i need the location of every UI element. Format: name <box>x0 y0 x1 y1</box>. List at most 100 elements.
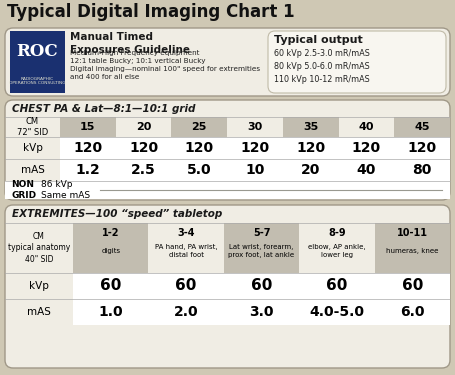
Bar <box>10 31 65 93</box>
Bar <box>60 159 116 181</box>
Text: 1.0: 1.0 <box>98 305 123 319</box>
Text: 80 kVp 5.0-6.0 mR/mAS: 80 kVp 5.0-6.0 mR/mAS <box>274 62 370 71</box>
Text: 40: 40 <box>359 122 374 132</box>
Text: 60: 60 <box>100 279 121 294</box>
Bar <box>116 117 172 137</box>
Text: 120: 120 <box>73 141 102 155</box>
Text: mAS: mAS <box>27 307 51 317</box>
Bar <box>283 117 339 137</box>
Text: 25: 25 <box>192 122 207 132</box>
Bar <box>227 159 283 181</box>
Bar <box>116 159 172 181</box>
Text: NON
GRID: NON GRID <box>11 180 36 200</box>
Bar <box>299 223 374 273</box>
Text: 60 kVp 2.5-3.0 mR/mAS: 60 kVp 2.5-3.0 mR/mAS <box>274 49 370 58</box>
Text: Medium-High Frequency equipment
12:1 table Bucky; 10:1 vertical Bucky
Digital im: Medium-High Frequency equipment 12:1 tab… <box>70 50 260 80</box>
Text: 3.0: 3.0 <box>249 305 274 319</box>
Bar <box>227 117 283 137</box>
Text: kVp: kVp <box>29 281 49 291</box>
Text: mAS: mAS <box>20 165 45 175</box>
Text: 120: 120 <box>408 141 437 155</box>
Text: 120: 120 <box>296 141 325 155</box>
Text: 60: 60 <box>176 279 197 294</box>
Bar <box>299 273 374 299</box>
Text: 6.0: 6.0 <box>400 305 425 319</box>
Text: elbow, AP ankle,
lower leg: elbow, AP ankle, lower leg <box>308 244 366 258</box>
Text: 86 kVp
Same mAS: 86 kVp Same mAS <box>41 180 90 200</box>
Bar <box>394 159 450 181</box>
Text: kVp: kVp <box>23 143 42 153</box>
Text: PA hand, PA wrist,
distal foot: PA hand, PA wrist, distal foot <box>155 244 217 258</box>
Text: 80: 80 <box>412 163 432 177</box>
Bar <box>60 137 116 159</box>
Bar <box>299 299 374 325</box>
Text: 120: 120 <box>240 141 269 155</box>
Text: 35: 35 <box>303 122 318 132</box>
Text: 45: 45 <box>415 122 430 132</box>
Text: 10-11: 10-11 <box>397 228 428 238</box>
Text: 2.5: 2.5 <box>131 163 156 177</box>
Text: 8-9: 8-9 <box>328 228 346 238</box>
Text: humeras, knee: humeras, knee <box>386 248 439 254</box>
Bar <box>339 117 394 137</box>
Text: 60: 60 <box>251 279 272 294</box>
Bar <box>172 117 227 137</box>
FancyBboxPatch shape <box>268 31 446 93</box>
Text: 2.0: 2.0 <box>174 305 198 319</box>
Text: Typical output: Typical output <box>274 35 363 45</box>
Text: 15: 15 <box>80 122 96 132</box>
Text: Lat wrist, forearm,
prox foot, lat ankle: Lat wrist, forearm, prox foot, lat ankle <box>228 244 294 258</box>
Text: 20: 20 <box>301 163 320 177</box>
Text: 110 kVp 10-12 mR/mAS: 110 kVp 10-12 mR/mAS <box>274 75 370 84</box>
FancyBboxPatch shape <box>5 28 450 96</box>
Bar <box>394 137 450 159</box>
Bar <box>148 273 224 299</box>
Bar <box>374 299 450 325</box>
Bar <box>374 223 450 273</box>
Bar <box>374 273 450 299</box>
Text: 120: 120 <box>129 141 158 155</box>
Bar <box>73 299 148 325</box>
Bar <box>224 299 299 325</box>
Text: 1.2: 1.2 <box>76 163 100 177</box>
Bar <box>172 159 227 181</box>
Text: 60: 60 <box>402 279 423 294</box>
Text: 5-7: 5-7 <box>253 228 270 238</box>
Text: CM
typical anatomy
40" SID: CM typical anatomy 40" SID <box>8 232 70 264</box>
Bar <box>224 223 299 273</box>
Text: 5.0: 5.0 <box>187 163 212 177</box>
Text: Manual Timed
Exposures Guideline: Manual Timed Exposures Guideline <box>70 32 190 55</box>
Text: 60: 60 <box>326 279 348 294</box>
Bar <box>394 117 450 137</box>
Bar <box>148 299 224 325</box>
Bar <box>172 137 227 159</box>
Bar <box>148 223 224 273</box>
Bar <box>283 137 339 159</box>
Text: 120: 120 <box>352 141 381 155</box>
Text: 30: 30 <box>248 122 263 132</box>
Text: 40: 40 <box>357 163 376 177</box>
Text: Typical Digital Imaging Chart 1: Typical Digital Imaging Chart 1 <box>7 3 295 21</box>
Bar <box>116 137 172 159</box>
Text: 120: 120 <box>185 141 214 155</box>
Bar <box>339 137 394 159</box>
FancyBboxPatch shape <box>5 205 450 368</box>
Text: digits: digits <box>101 248 120 254</box>
Bar <box>5 181 450 199</box>
Text: CM
72" SID: CM 72" SID <box>17 117 48 137</box>
FancyBboxPatch shape <box>5 100 450 200</box>
Text: 3-4: 3-4 <box>177 228 195 238</box>
Text: EXTREMITES—100 “speed” tabletop: EXTREMITES—100 “speed” tabletop <box>12 209 222 219</box>
Bar <box>283 159 339 181</box>
Text: CHEST PA & Lat—8:1—10:1 grid: CHEST PA & Lat—8:1—10:1 grid <box>12 104 195 114</box>
Bar <box>339 159 394 181</box>
Text: 4.0-5.0: 4.0-5.0 <box>309 305 364 319</box>
Text: RADIOGRAPHIC
OPERATIONS CONSULTING: RADIOGRAPHIC OPERATIONS CONSULTING <box>9 77 66 85</box>
Bar <box>227 137 283 159</box>
Bar <box>73 223 148 273</box>
Text: ROC: ROC <box>17 42 58 60</box>
Bar <box>224 273 299 299</box>
Text: 1-2: 1-2 <box>102 228 120 238</box>
Bar <box>73 273 148 299</box>
Text: 10: 10 <box>245 163 265 177</box>
